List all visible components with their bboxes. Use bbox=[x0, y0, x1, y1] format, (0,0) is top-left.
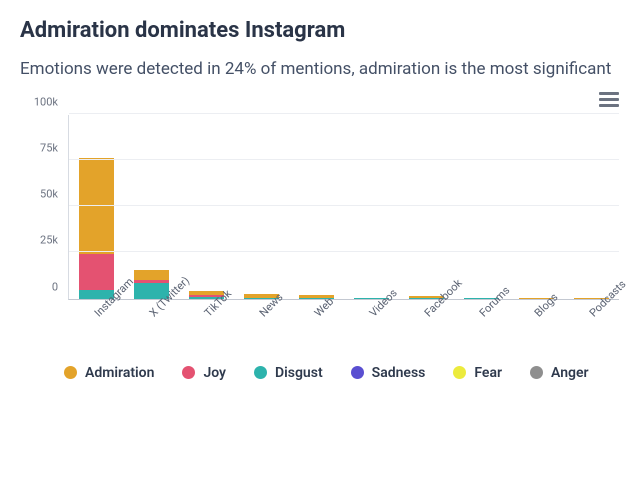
legend-item[interactable]: Disgust bbox=[254, 365, 323, 381]
chart-subtitle: Emotions were detected in 24% of mention… bbox=[20, 57, 623, 82]
legend-swatch bbox=[530, 366, 543, 379]
y-axis: 025k50k75k100k bbox=[20, 115, 64, 300]
bar-segment bbox=[134, 270, 168, 280]
bar-segment bbox=[79, 254, 113, 290]
gridline bbox=[69, 113, 619, 114]
legend-item[interactable]: Fear bbox=[453, 365, 502, 381]
legend-swatch bbox=[453, 366, 466, 379]
bar-slot bbox=[69, 115, 124, 299]
y-tick-label: 50k bbox=[40, 188, 58, 201]
bar-slot bbox=[454, 115, 509, 299]
legend-label: Fear bbox=[474, 365, 502, 381]
bar-slot bbox=[399, 115, 454, 299]
legend-swatch bbox=[182, 366, 195, 379]
bar-slot bbox=[564, 115, 619, 299]
y-tick-label: 75k bbox=[40, 141, 58, 154]
legend-label: Admiration bbox=[85, 365, 154, 381]
bar-slot bbox=[179, 115, 234, 299]
bars-container bbox=[69, 115, 619, 299]
legend-swatch bbox=[254, 366, 267, 379]
emotion-bar-chart: 025k50k75k100k InstagramX (Twitter)TikTo… bbox=[20, 115, 623, 355]
bar-slot bbox=[509, 115, 564, 299]
bar-slot bbox=[124, 115, 179, 299]
chart-title: Admiration dominates Instagram bbox=[20, 18, 623, 43]
legend: Admiration Joy Disgust Sadness Fear Anger bbox=[20, 365, 623, 381]
gridline bbox=[69, 251, 619, 252]
gridline bbox=[69, 159, 619, 160]
bar-slot bbox=[289, 115, 344, 299]
legend-label: Disgust bbox=[275, 365, 323, 381]
legend-label: Anger bbox=[551, 365, 589, 381]
y-tick-label: 100k bbox=[34, 95, 58, 108]
bar-slot bbox=[344, 115, 399, 299]
legend-swatch bbox=[351, 366, 364, 379]
bar-slot bbox=[234, 115, 289, 299]
hamburger-menu-icon[interactable] bbox=[599, 90, 619, 109]
legend-item[interactable]: Anger bbox=[530, 365, 589, 381]
legend-label: Joy bbox=[203, 365, 226, 381]
legend-swatch bbox=[64, 366, 77, 379]
y-tick-label: 25k bbox=[40, 234, 58, 247]
gridline bbox=[69, 205, 619, 206]
x-axis: InstagramX (Twitter)TikTokNewsWebVideosF… bbox=[68, 300, 619, 355]
legend-label: Sadness bbox=[372, 365, 426, 381]
legend-item[interactable]: Sadness bbox=[351, 365, 426, 381]
legend-item[interactable]: Joy bbox=[182, 365, 226, 381]
legend-item[interactable]: Admiration bbox=[64, 365, 154, 381]
y-tick-label: 0 bbox=[52, 280, 58, 293]
stacked-bar[interactable] bbox=[79, 158, 113, 299]
plot-area bbox=[68, 115, 619, 300]
